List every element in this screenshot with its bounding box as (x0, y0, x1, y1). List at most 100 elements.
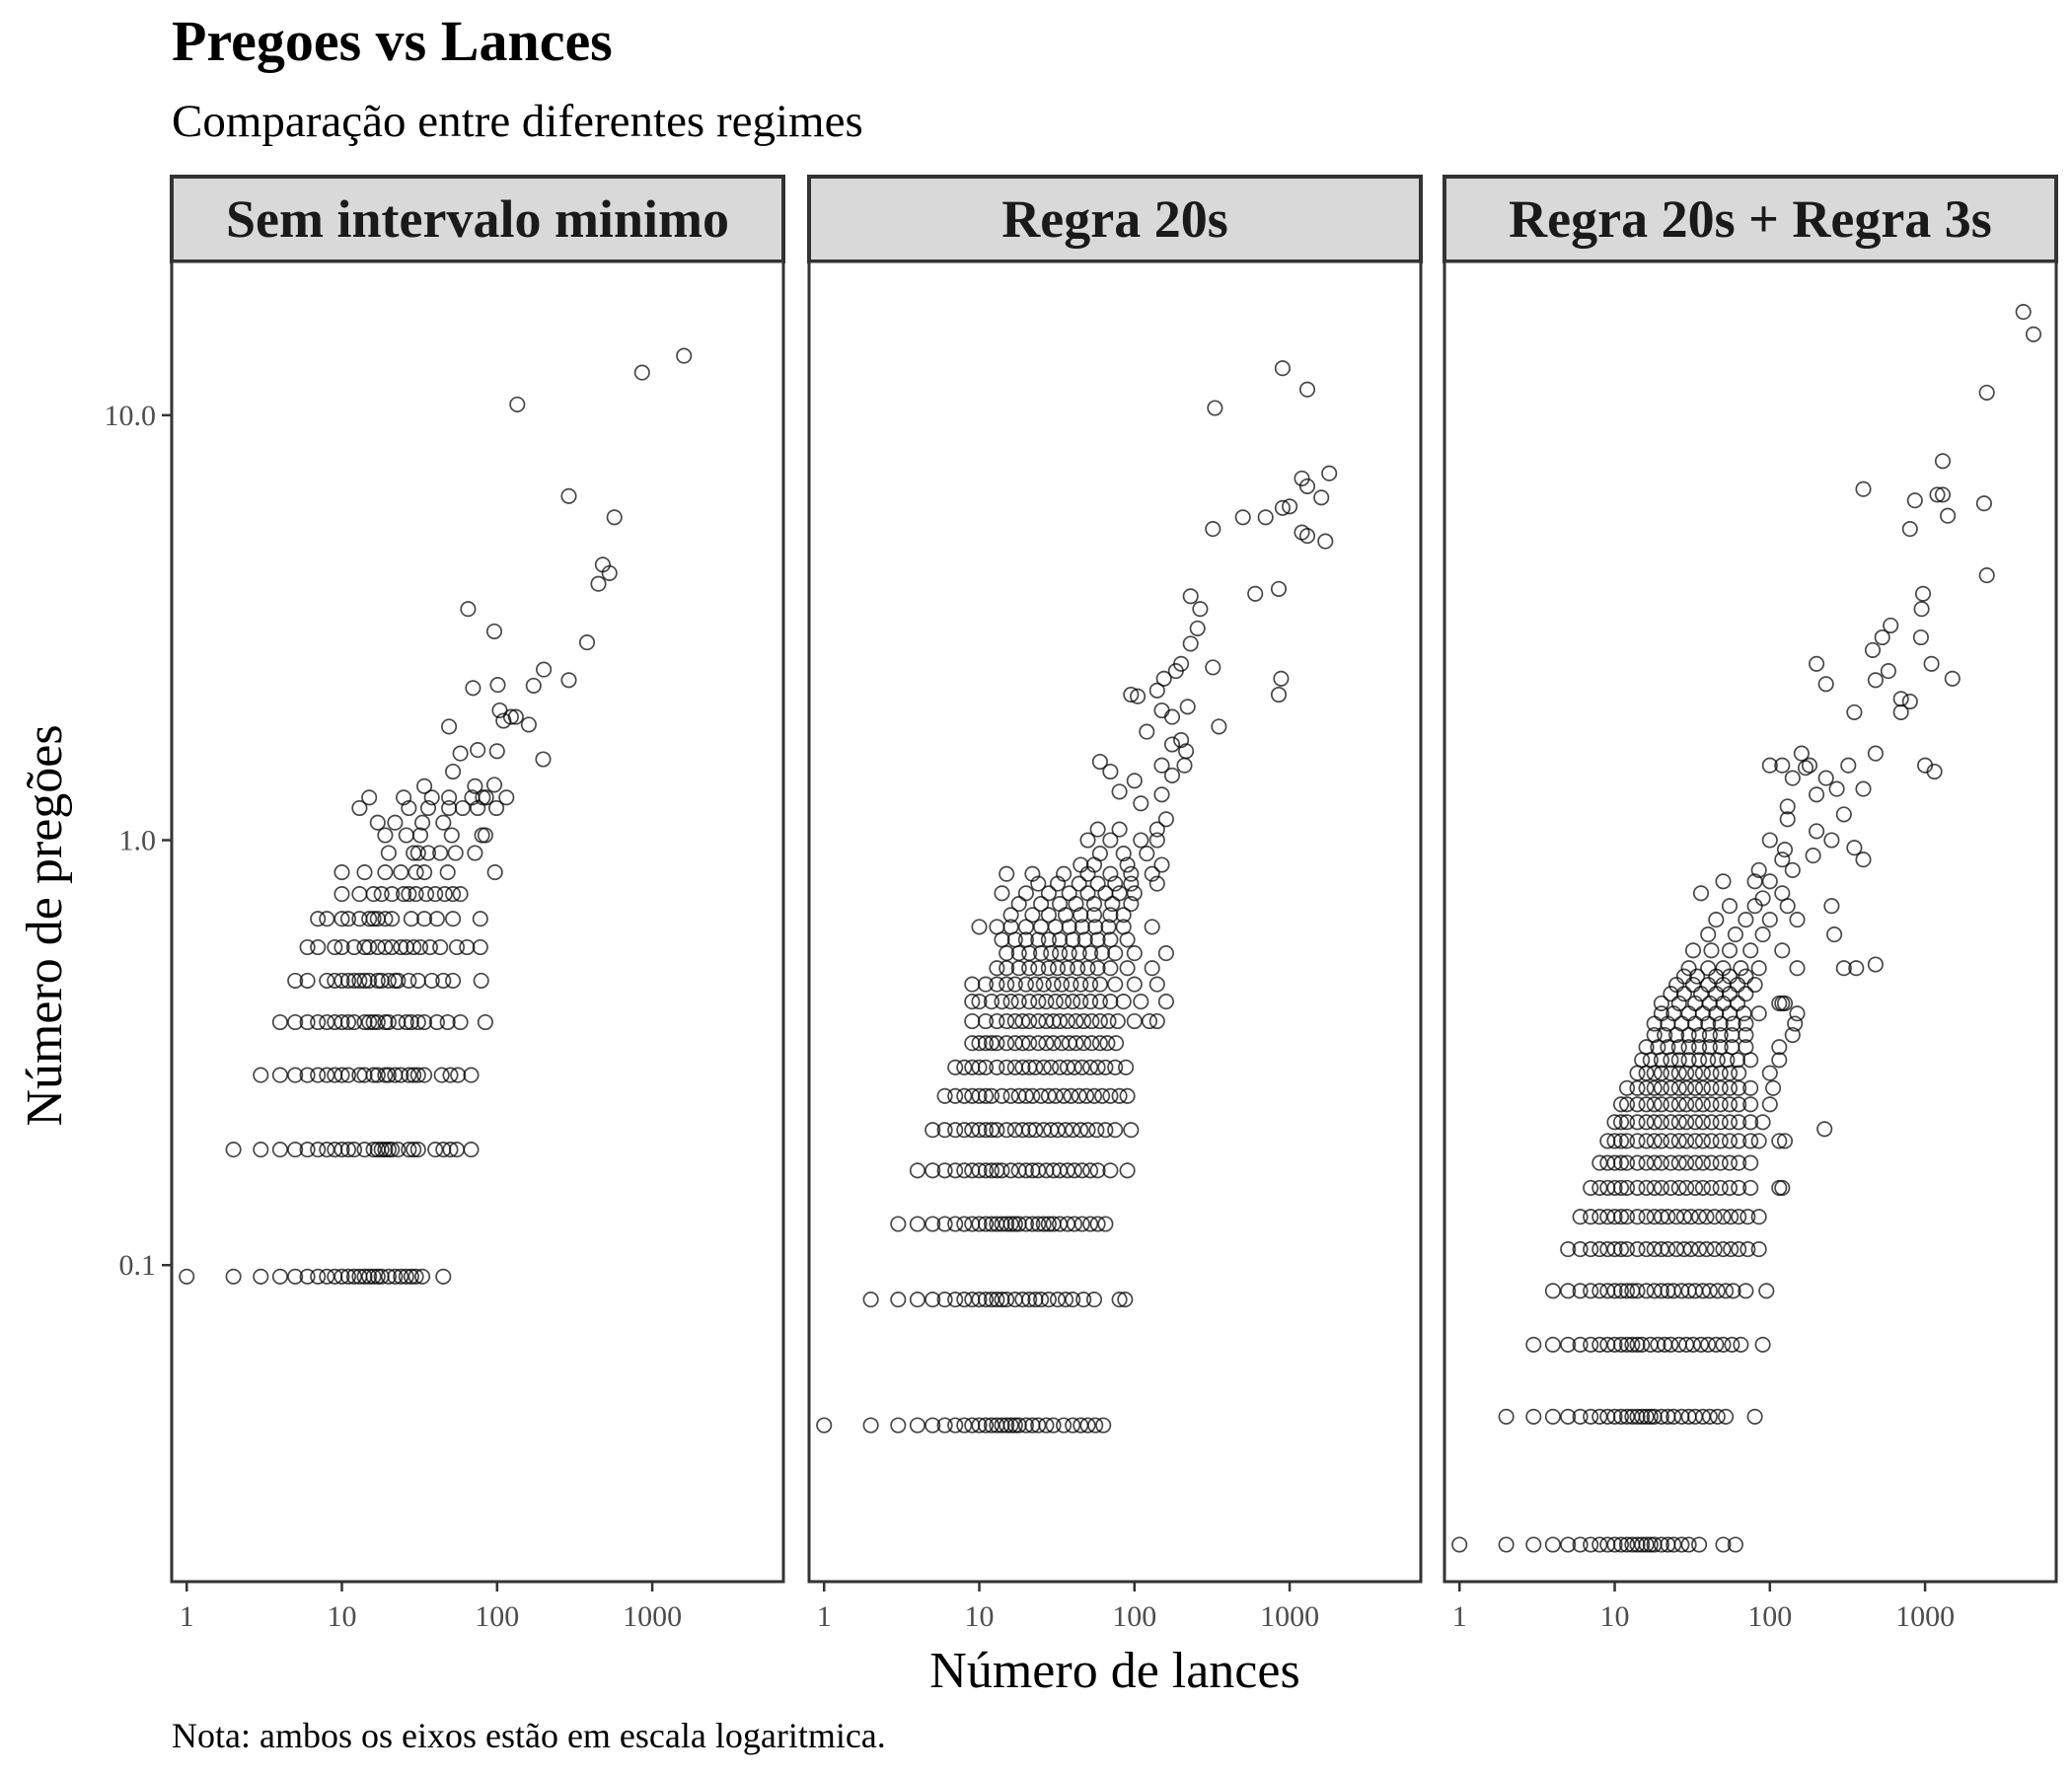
data-point (1089, 1216, 1106, 1232)
data-point (1670, 1039, 1687, 1056)
data-point (432, 845, 449, 861)
data-point (1040, 885, 1057, 902)
data-point (1560, 1536, 1577, 1553)
data-point (1525, 1336, 1542, 1353)
data-point (1082, 976, 1099, 993)
data-point (1823, 832, 1840, 849)
data-point (1107, 875, 1124, 892)
data-point (1715, 960, 1732, 977)
data-point (1784, 1026, 1801, 1044)
data-point (1056, 1417, 1073, 1434)
data-point (1021, 1035, 1038, 1052)
data-point (439, 864, 456, 881)
data-point (1638, 1536, 1655, 1553)
data-point (1750, 861, 1767, 878)
data-point (467, 777, 483, 794)
data-point (1038, 994, 1055, 1010)
data-point (421, 938, 438, 956)
data-point (1733, 1336, 1749, 1353)
data-point (1024, 1216, 1041, 1232)
data-point (489, 677, 506, 694)
data-point (253, 1268, 269, 1285)
data-point (1085, 1087, 1103, 1104)
data-point (1056, 865, 1073, 882)
data-point (1066, 1216, 1082, 1232)
data-point (1056, 994, 1073, 1010)
data-point (1079, 832, 1096, 849)
data-point (1703, 1179, 1720, 1196)
data-point (1017, 885, 1034, 902)
data-point (1313, 489, 1330, 506)
data-point (1525, 1536, 1542, 1553)
data-point (971, 1162, 988, 1179)
data-point (1139, 723, 1155, 740)
data-point (1761, 873, 1778, 890)
data-point (1663, 1114, 1679, 1131)
data-point (1148, 1012, 1165, 1030)
data-point (1680, 1039, 1697, 1056)
data-point (1282, 498, 1298, 515)
data-point (1680, 1052, 1697, 1069)
data-point (1727, 1536, 1743, 1553)
data-point (1687, 1154, 1704, 1171)
data-point (1934, 486, 1952, 503)
data-point (416, 864, 433, 881)
data-point (1738, 968, 1754, 985)
data-point (1817, 676, 1834, 693)
data-point (1703, 1096, 1720, 1113)
data-point (1618, 1114, 1636, 1131)
data-point (971, 1216, 988, 1232)
data-point (373, 886, 390, 903)
data-point (1761, 1065, 1778, 1081)
data-point (1978, 384, 1995, 401)
data-point (1700, 926, 1717, 943)
data-point (1715, 1336, 1732, 1353)
data-point (925, 1292, 941, 1308)
data-point (1123, 865, 1140, 882)
data-point (1650, 1336, 1666, 1353)
data-point (1024, 907, 1041, 924)
data-point (339, 1013, 357, 1031)
data-point (1846, 703, 1863, 720)
data-point (1126, 885, 1143, 902)
data-point (1606, 1209, 1623, 1225)
data-point (1017, 1216, 1034, 1232)
data-point (1173, 655, 1190, 672)
data-point (1738, 1026, 1754, 1044)
data-point (433, 1067, 450, 1083)
data-point (1701, 1039, 1718, 1056)
data-point (1712, 1133, 1729, 1149)
data-point (1298, 381, 1316, 398)
data-point (1663, 1179, 1679, 1196)
data-point (390, 972, 407, 989)
data-point (445, 911, 462, 927)
data-point (454, 799, 471, 817)
data-point (1583, 1536, 1599, 1553)
data-point (994, 1216, 1010, 1232)
data-point (460, 601, 477, 618)
data-point (1638, 1209, 1655, 1225)
x-tick-label: 1000 (623, 1600, 682, 1633)
data-point (1102, 994, 1119, 1010)
data-point (1027, 1059, 1044, 1075)
data-point (1689, 968, 1706, 985)
data-point (1855, 780, 1872, 797)
data-point (1660, 1209, 1676, 1225)
data-point (947, 1059, 964, 1075)
data-point (1612, 1209, 1630, 1225)
data-point (1670, 1096, 1687, 1113)
data-point (1612, 1536, 1630, 1553)
data-point (1694, 1154, 1711, 1171)
data-point (989, 1035, 1005, 1052)
data-point (1663, 1336, 1679, 1353)
data-point (1826, 926, 1843, 943)
data-point (419, 799, 437, 817)
data-point (339, 1268, 357, 1285)
data-point (1638, 1133, 1655, 1149)
data-point (1789, 960, 1806, 977)
data-point (1646, 1026, 1663, 1044)
data-point (1133, 795, 1149, 812)
data-point (1691, 1052, 1708, 1069)
data-point (1739, 1241, 1756, 1258)
data-point (310, 1013, 327, 1031)
